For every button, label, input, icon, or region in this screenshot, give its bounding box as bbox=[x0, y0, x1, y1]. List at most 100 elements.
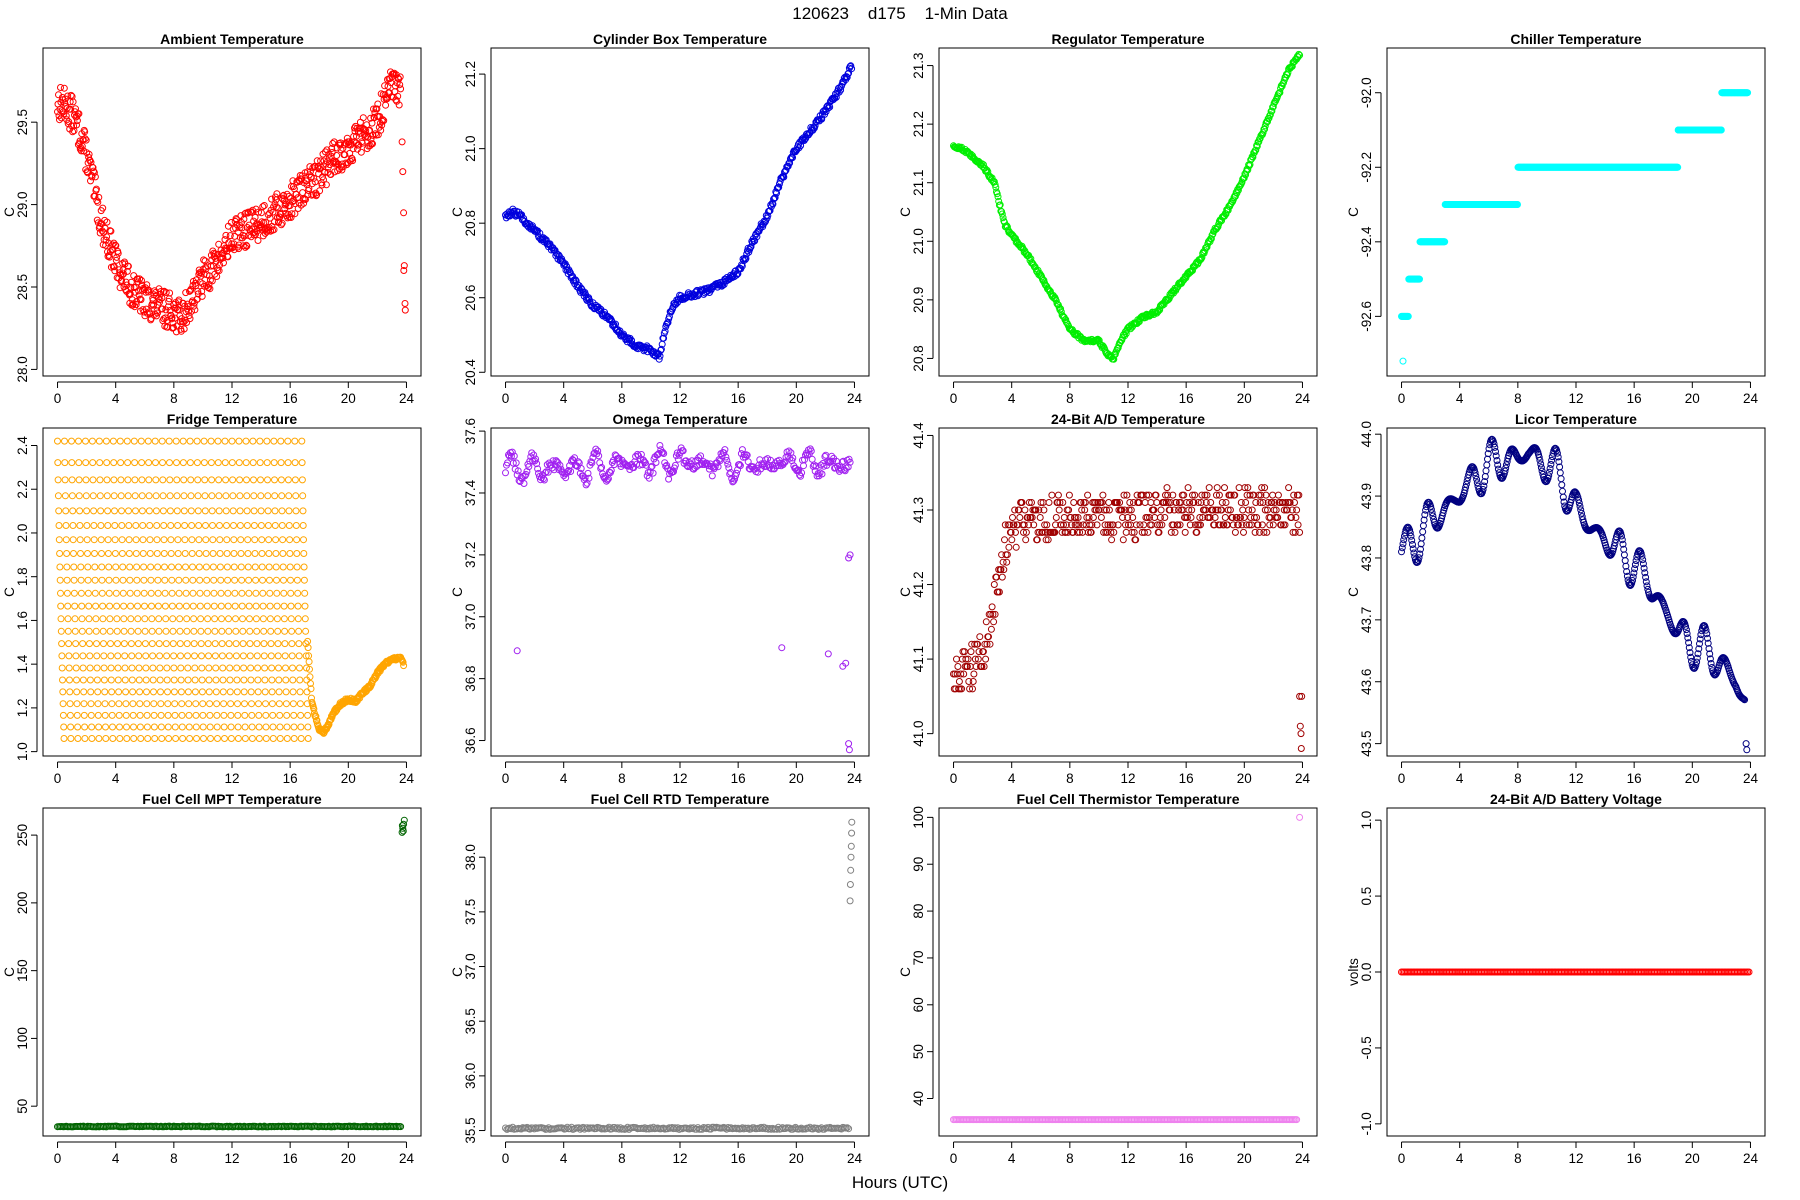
data-point bbox=[106, 627, 114, 635]
data-point bbox=[400, 262, 408, 270]
data-point bbox=[1292, 514, 1300, 521]
data-point bbox=[194, 476, 202, 484]
data-point bbox=[147, 563, 155, 571]
data-point bbox=[1642, 573, 1650, 581]
data-point bbox=[1207, 499, 1215, 506]
data-point bbox=[249, 459, 257, 467]
data-point bbox=[1164, 499, 1172, 506]
data-point bbox=[1632, 557, 1640, 565]
data-point bbox=[588, 459, 596, 467]
data-point bbox=[223, 522, 230, 529]
data-point bbox=[214, 735, 221, 742]
data-point bbox=[304, 711, 312, 719]
data-point bbox=[995, 588, 1003, 596]
data-point bbox=[230, 536, 238, 544]
data-point bbox=[162, 627, 170, 635]
data-point bbox=[181, 522, 189, 529]
data-point bbox=[550, 466, 558, 474]
data-point bbox=[209, 536, 217, 544]
data-point bbox=[396, 73, 404, 81]
data-point bbox=[238, 576, 246, 584]
data-point bbox=[573, 462, 581, 470]
data-point bbox=[305, 185, 313, 192]
data-point bbox=[274, 204, 282, 212]
data-point bbox=[543, 461, 551, 469]
data-point bbox=[135, 652, 143, 660]
data-point bbox=[1073, 521, 1081, 529]
data-point bbox=[1144, 528, 1152, 536]
data-point bbox=[963, 663, 971, 670]
data-point bbox=[390, 69, 398, 77]
data-point bbox=[86, 664, 94, 672]
data-point bbox=[70, 589, 78, 597]
data-point bbox=[1128, 528, 1136, 536]
data-point bbox=[401, 300, 409, 307]
data-point bbox=[82, 492, 90, 500]
data-point bbox=[63, 589, 71, 597]
data-point bbox=[1062, 521, 1070, 529]
data-point bbox=[789, 154, 796, 162]
data-point bbox=[1003, 551, 1011, 559]
data-point bbox=[231, 576, 239, 584]
data-point bbox=[1194, 499, 1202, 506]
data-point bbox=[206, 700, 214, 708]
data-point bbox=[134, 615, 142, 623]
data-point bbox=[1025, 499, 1033, 506]
data-point bbox=[58, 640, 66, 648]
data-point bbox=[979, 161, 987, 169]
data-point bbox=[999, 214, 1007, 222]
data-point bbox=[283, 735, 291, 742]
data-point bbox=[1157, 506, 1165, 514]
data-point bbox=[240, 232, 248, 240]
x-tick-label: 16 bbox=[1627, 391, 1642, 406]
data-point bbox=[191, 306, 199, 314]
data-point bbox=[1022, 528, 1030, 536]
data-point bbox=[507, 452, 515, 460]
data-point bbox=[175, 589, 183, 597]
data-point bbox=[397, 85, 405, 93]
x-tick-label: 16 bbox=[731, 391, 746, 406]
data-point bbox=[1639, 560, 1647, 568]
data-point bbox=[157, 288, 165, 295]
data-point bbox=[640, 458, 648, 466]
data-point bbox=[1021, 506, 1029, 514]
data-point bbox=[528, 449, 536, 457]
data-point bbox=[225, 640, 233, 648]
data-point bbox=[1414, 557, 1422, 565]
data-point bbox=[168, 576, 176, 584]
data-point bbox=[1252, 146, 1260, 154]
x-tick-label: 16 bbox=[731, 771, 746, 786]
data-point bbox=[564, 468, 572, 476]
data-point bbox=[1084, 491, 1092, 499]
data-point bbox=[120, 615, 128, 623]
data-point bbox=[288, 627, 296, 635]
data-point bbox=[154, 589, 162, 597]
data-point bbox=[118, 536, 126, 544]
y-axis-label: C bbox=[450, 207, 465, 217]
data-point bbox=[262, 735, 270, 742]
x-tick-label: 24 bbox=[1743, 771, 1759, 786]
data-point bbox=[93, 652, 101, 660]
data-point bbox=[964, 655, 972, 663]
data-point bbox=[215, 507, 223, 515]
data-point bbox=[303, 664, 310, 672]
data-point bbox=[74, 723, 82, 731]
data-point bbox=[298, 476, 306, 484]
data-point bbox=[145, 476, 153, 484]
data-point bbox=[367, 135, 375, 143]
data-point bbox=[848, 65, 856, 73]
data-point bbox=[219, 254, 227, 262]
data-point bbox=[1259, 499, 1267, 506]
data-point bbox=[143, 700, 151, 708]
data-point bbox=[259, 589, 267, 597]
data-point bbox=[235, 459, 243, 467]
data-point bbox=[91, 576, 99, 584]
data-point bbox=[1231, 192, 1239, 200]
data-point bbox=[240, 676, 248, 684]
data-point bbox=[114, 664, 122, 672]
data-point bbox=[1441, 238, 1449, 246]
x-tick-label: 12 bbox=[672, 391, 687, 406]
data-point bbox=[1502, 464, 1510, 472]
data-point bbox=[226, 664, 234, 672]
